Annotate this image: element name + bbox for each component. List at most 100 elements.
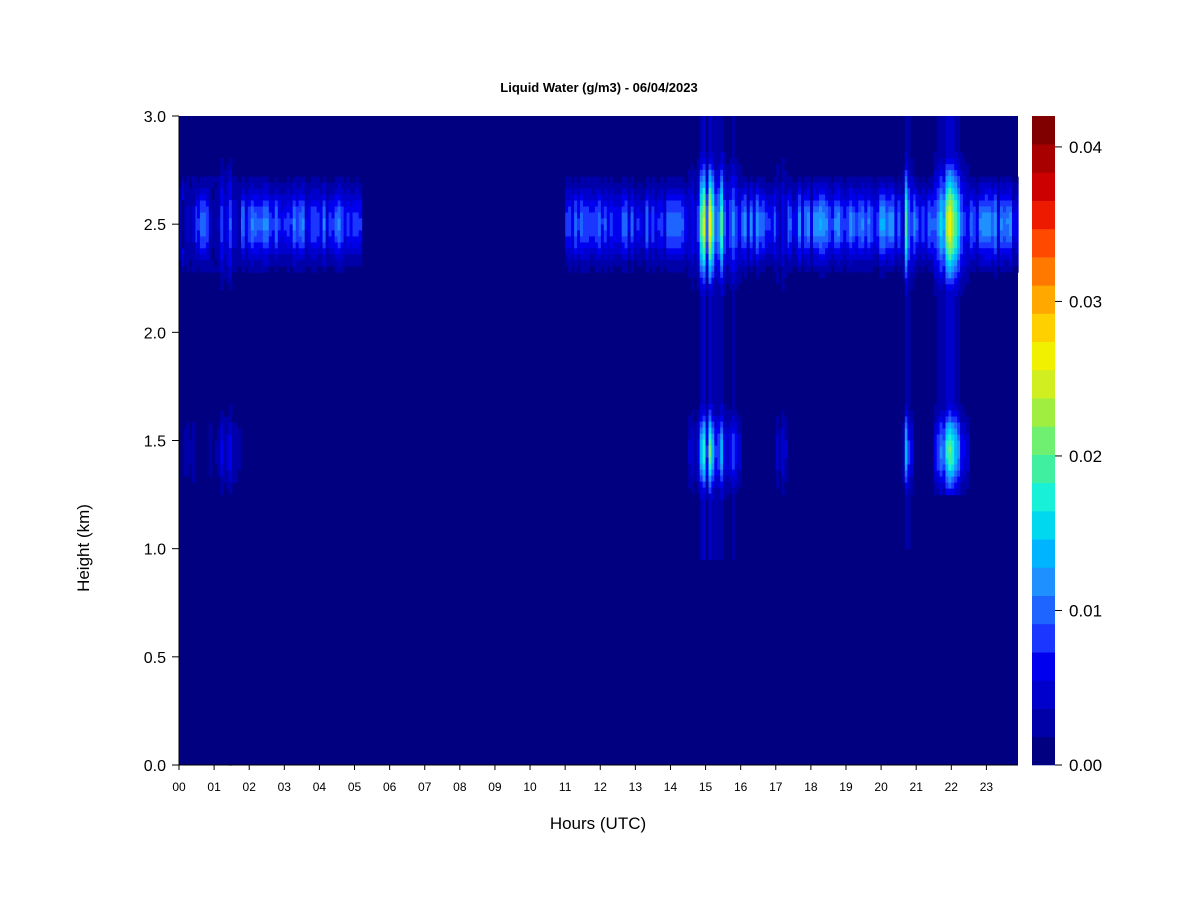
- heat-cell: [1015, 248, 1019, 255]
- heat-cell: [597, 242, 602, 249]
- heat-cell: [749, 218, 754, 225]
- heat-cell: [734, 199, 739, 207]
- heat-cell: [797, 224, 802, 231]
- heat-cell: [228, 194, 233, 201]
- heat-cell: [199, 242, 204, 249]
- heat-cell: [223, 482, 227, 490]
- heat-cell: [737, 158, 742, 165]
- heat-cell: [600, 254, 605, 261]
- heat-cell: [828, 182, 832, 190]
- heat-cell: [873, 194, 877, 202]
- heat-cell: [855, 176, 859, 184]
- heat-cell: [194, 254, 198, 261]
- heat-cell: [250, 218, 255, 225]
- heat-cell: [231, 452, 236, 460]
- heat-cell: [250, 176, 255, 184]
- heat-cell: [234, 272, 239, 279]
- heat-cell: [708, 277, 712, 285]
- heat-cell: [250, 212, 255, 220]
- heat-cell: [807, 188, 811, 196]
- heat-cell: [197, 176, 201, 184]
- heat-cell: [714, 457, 718, 465]
- heat-cell: [714, 277, 718, 285]
- heat-cell: [340, 260, 345, 267]
- heat-cell: [220, 458, 224, 466]
- heat-cell: [202, 224, 207, 231]
- heat-cell: [702, 349, 707, 357]
- heat-cell: [822, 188, 826, 196]
- heat-cell: [720, 211, 724, 219]
- heat-cell: [642, 248, 647, 255]
- heat-cell: [672, 248, 676, 255]
- heat-cell: [978, 236, 983, 243]
- heat-cell: [849, 194, 853, 202]
- heat-cell: [720, 223, 724, 231]
- heat-cell: [797, 212, 802, 219]
- heat-cell: [594, 206, 599, 214]
- heat-cell: [864, 188, 868, 196]
- heat-cell: [675, 266, 679, 273]
- heat-cell: [720, 373, 724, 381]
- heat-cell: [813, 272, 817, 279]
- heat-cell: [825, 242, 829, 249]
- heat-cell: [256, 254, 261, 261]
- heat-cell: [764, 236, 769, 243]
- heat-cell: [975, 212, 980, 219]
- heat-cell: [834, 200, 838, 208]
- heat-cell: [334, 200, 339, 208]
- heat-cell: [705, 409, 710, 417]
- heat-cell: [975, 218, 980, 225]
- heat-cell: [1009, 260, 1013, 267]
- heat-cell: [574, 248, 578, 255]
- heat-cell: [972, 218, 977, 225]
- heat-cell: [630, 218, 635, 225]
- heat-cell: [897, 194, 901, 202]
- heat-cell: [834, 248, 838, 255]
- heat-cell: [597, 254, 602, 261]
- heat-cell: [726, 175, 730, 183]
- heat-cell: [773, 242, 778, 249]
- heat-cell: [642, 218, 647, 225]
- heat-cell: [731, 379, 736, 387]
- heat-cell: [645, 206, 650, 214]
- heat-cell: [723, 146, 727, 153]
- heat-cell: [858, 260, 862, 267]
- heat-cell: [186, 242, 190, 249]
- heat-cell: [708, 523, 712, 531]
- heat-cell: [630, 188, 635, 196]
- heat-cell: [231, 422, 236, 430]
- heat-cell: [247, 248, 252, 255]
- heat-cell: [773, 230, 778, 237]
- heat-cell: [855, 188, 859, 196]
- heat-cell: [990, 194, 995, 202]
- heat-cell: [764, 188, 769, 196]
- heat-cell: [852, 206, 856, 213]
- heat-cell: [737, 409, 742, 417]
- heat-cell: [1002, 176, 1007, 184]
- heat-cell: [705, 169, 710, 177]
- heat-cell: [211, 254, 216, 261]
- heat-cell: [918, 224, 923, 231]
- heat-cell: [577, 194, 581, 202]
- heat-cell: [858, 224, 862, 231]
- heat-cell: [746, 254, 751, 261]
- heat-cell: [804, 176, 808, 184]
- heat-cell: [328, 248, 333, 255]
- heat-cell: [247, 200, 252, 208]
- heat-cell: [758, 188, 763, 196]
- heat-cell: [734, 325, 739, 333]
- heat-cell: [804, 266, 808, 273]
- heat-cell: [1012, 242, 1016, 249]
- heat-cell: [696, 152, 701, 159]
- heat-cell: [708, 487, 712, 495]
- heat-cell: [304, 206, 309, 214]
- heat-cell: [657, 230, 661, 237]
- heat-cell: [234, 242, 239, 249]
- heat-cell: [226, 284, 230, 291]
- heat-cell: [702, 205, 707, 213]
- heat-cell: [192, 476, 196, 484]
- heat-cell: [271, 218, 276, 225]
- heat-cell: [852, 224, 856, 231]
- heat-cell: [645, 272, 650, 279]
- heat-cell: [355, 182, 360, 190]
